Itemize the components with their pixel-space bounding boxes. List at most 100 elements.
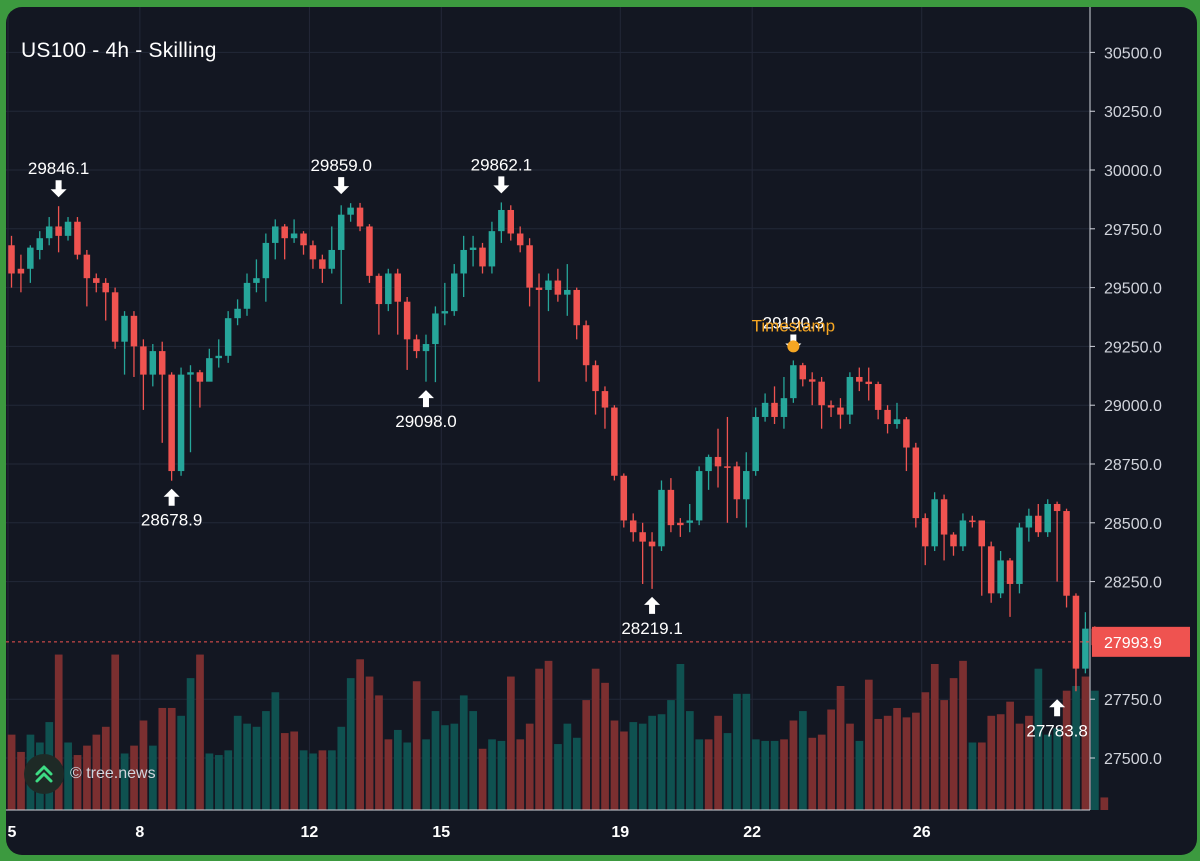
low-arrow-icon — [163, 488, 180, 506]
candle-body — [168, 374, 175, 472]
volume-bar — [836, 685, 845, 810]
volume-bar — [205, 753, 214, 810]
candle-body — [394, 273, 401, 302]
candle-body — [903, 419, 910, 448]
volume-bar — [893, 707, 901, 810]
volume-bar — [525, 723, 534, 810]
timestamp-marker-label: Timestamp — [752, 316, 835, 335]
candle-body — [705, 456, 712, 472]
volume-bar — [978, 742, 986, 810]
candle-body — [102, 282, 109, 293]
candle-body — [724, 466, 731, 468]
candle-body — [187, 372, 194, 375]
price-axis-label: 29250.0 — [1104, 339, 1162, 356]
candle-body — [253, 278, 260, 283]
price-axis-label: 30250.0 — [1104, 104, 1162, 121]
volume-bar — [770, 740, 779, 810]
candle-body — [337, 214, 345, 250]
candle-body — [83, 254, 91, 279]
volume-bar — [262, 711, 270, 810]
chart-title: US100 - 4h - Skilling — [21, 39, 217, 62]
volume-bar — [610, 720, 619, 810]
candle-body — [592, 365, 599, 392]
candle-body — [55, 226, 62, 236]
volume-bar — [846, 723, 854, 810]
candle-body — [921, 518, 929, 547]
candle-body — [450, 273, 458, 312]
candle-body — [564, 289, 571, 295]
volume-bar — [139, 720, 148, 810]
candle-body — [111, 292, 119, 342]
price-axis-label: 27750.0 — [1104, 692, 1162, 709]
candle-body — [413, 339, 420, 352]
candle-body — [272, 226, 279, 243]
candle-body — [884, 409, 891, 425]
candle-body — [639, 532, 646, 542]
candle-body — [149, 351, 157, 375]
volume-bar — [54, 654, 63, 810]
volume-bar — [959, 660, 967, 810]
volume-bar — [723, 733, 732, 810]
candle-body — [328, 249, 336, 269]
time-axis-label: 5 — [8, 824, 17, 841]
time-axis-label: 19 — [611, 824, 629, 841]
candle-body — [799, 365, 807, 380]
volume-bar — [83, 745, 91, 810]
volume-bar — [365, 676, 374, 810]
candle-body — [846, 376, 854, 415]
candle-body — [366, 226, 373, 276]
candle-body — [893, 419, 901, 425]
low-annotation-label: 28219.1 — [621, 619, 682, 638]
volume-bar — [864, 679, 873, 810]
watermark: © tree.news — [24, 754, 156, 794]
low-arrow-icon — [417, 390, 434, 408]
volume-bar — [1062, 690, 1071, 810]
volume-bar — [233, 715, 242, 810]
volume-bar — [930, 663, 939, 810]
volume-bar — [243, 723, 251, 810]
volume-bar — [318, 750, 327, 810]
volume-bar — [375, 695, 383, 810]
current-price-tag — [1092, 626, 1190, 657]
volume-bar — [874, 718, 883, 810]
low-annotation-label: 28678.9 — [141, 511, 202, 530]
volume-bar — [497, 740, 506, 810]
volume-bar — [1091, 690, 1099, 810]
candle-body — [912, 447, 920, 519]
volume-bar — [328, 750, 336, 810]
candle-body — [36, 238, 44, 250]
candlestick-chart[interactable]: 30500.0 30250.0 30000.0 29750.0 29500.0 29250… — [6, 7, 1197, 855]
volume-bar — [544, 660, 553, 810]
volume-bar — [761, 740, 770, 810]
volume-bar — [280, 733, 289, 810]
candle-body — [1006, 560, 1014, 584]
volume-bar — [73, 755, 82, 810]
candle-body — [206, 358, 213, 382]
candle-body — [573, 289, 580, 326]
volume-bar — [346, 678, 355, 810]
volume-bar — [1006, 701, 1014, 810]
candle-body — [856, 376, 863, 382]
candle-body — [356, 207, 364, 227]
candle-body — [290, 233, 298, 239]
candle-body — [234, 308, 241, 319]
time-axis-label: 12 — [301, 824, 319, 841]
volume-bar — [563, 723, 572, 810]
candle-body — [262, 242, 270, 279]
watermark-credit: © tree.news — [70, 765, 156, 782]
candle-body — [319, 259, 326, 269]
candle-body — [516, 233, 524, 246]
candle-body — [17, 268, 25, 274]
candle-body — [950, 534, 957, 547]
candle-body — [780, 398, 788, 417]
candle-body — [582, 325, 590, 366]
candle-body — [375, 275, 383, 305]
candle-body — [837, 407, 844, 415]
candle-body — [629, 520, 637, 533]
time-axis-label: 15 — [432, 824, 450, 841]
price-axis-label: 28500.0 — [1104, 516, 1162, 533]
volume-bar — [855, 740, 864, 810]
candle-body — [1035, 515, 1042, 533]
candle-body — [969, 520, 976, 522]
candle-body — [526, 245, 533, 288]
